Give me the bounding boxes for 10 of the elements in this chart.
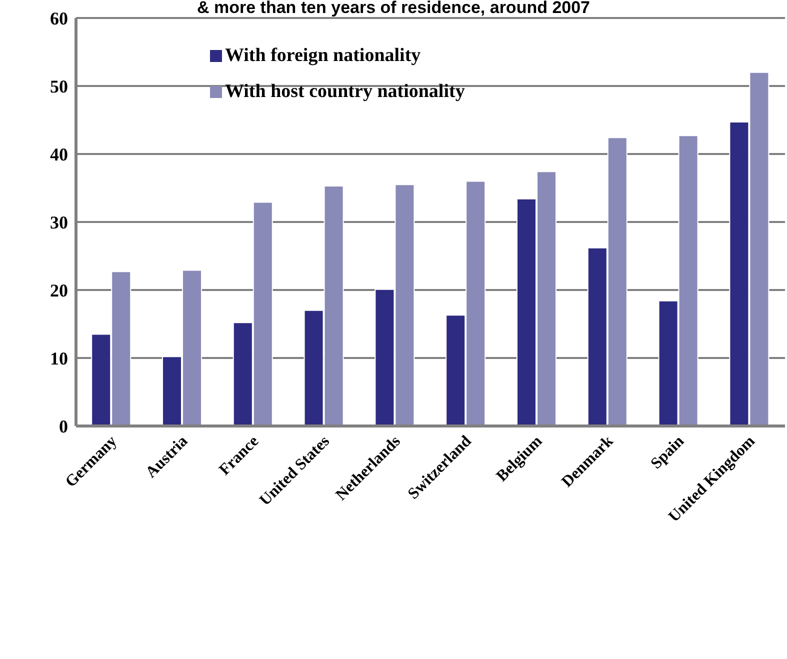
chart-title: & more than ten years of residence, around 2007 (196, 0, 590, 17)
y-tick-label: 20 (50, 280, 68, 300)
legend-label: With foreign nationality (225, 45, 421, 67)
legend-label: With host country nationality (225, 81, 465, 103)
y-tick-label: 0 (59, 416, 68, 436)
y-tick-label: 50 (50, 76, 68, 96)
y-tick-label: 40 (50, 144, 68, 164)
y-tick-label: 60 (50, 8, 68, 28)
y-tick-label: 30 (50, 212, 68, 232)
y-tick-label: 10 (50, 348, 68, 368)
